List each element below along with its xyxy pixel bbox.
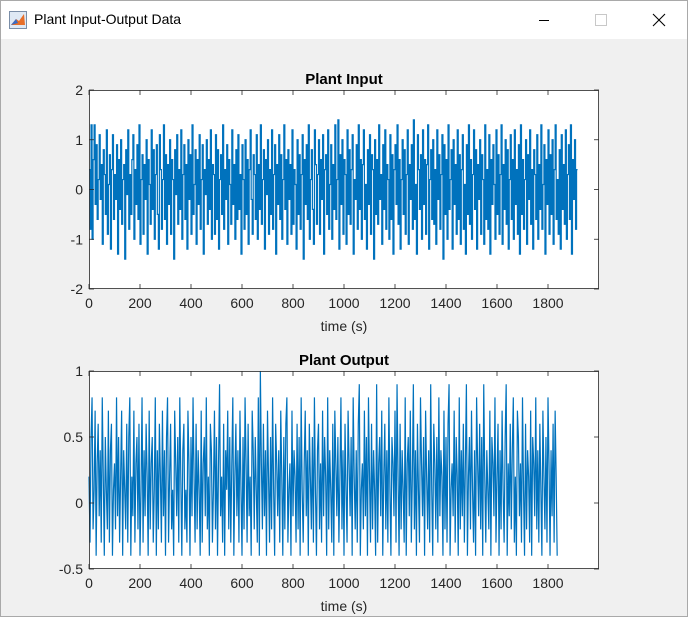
window-title: Plant Input-Output Data (34, 11, 182, 27)
plant-output-xtick-label: 1600 (481, 575, 512, 591)
plant-input-xtick-label: 600 (230, 295, 254, 311)
plant-input-xtick-label: 200 (128, 295, 152, 311)
plant-input-xtick-label: 1600 (481, 295, 512, 311)
plant-input-xtick-label: 800 (281, 295, 305, 311)
close-button[interactable] (630, 1, 687, 39)
plant-output-ytick-label: 1 (75, 363, 83, 379)
plant-input-series-line (89, 119, 578, 260)
plant-input-xtick-label: 1400 (430, 295, 461, 311)
plant-input-xtick-label: 1200 (379, 295, 410, 311)
plant-output-xtick-label: 0 (85, 575, 93, 591)
plant-output-xtick-label: 400 (179, 575, 203, 591)
plant-input-xtick-label: 1000 (328, 295, 359, 311)
title-bar[interactable]: Plant Input-Output Data (1, 1, 687, 39)
plant-output-xlabel: time (s) (321, 598, 368, 614)
plant-output-series-line (88, 370, 558, 556)
plant-input-xlabel: time (s) (321, 318, 368, 334)
plant-input-xtick-label: 0 (85, 295, 93, 311)
close-icon (652, 13, 666, 27)
plant-output-ytick-label: -0.5 (59, 561, 83, 577)
plant-input-title: Plant Input (305, 71, 383, 88)
plant-output-xtick-label: 1200 (379, 575, 410, 591)
plant-input-xtick-label: 1800 (532, 295, 563, 311)
plant-output-xtick-label: 1000 (328, 575, 359, 591)
plant-output-title: Plant Output (299, 352, 389, 369)
maximize-icon (595, 14, 607, 26)
plant-output-ytick-label: 0 (75, 495, 83, 511)
matlab-figure-icon (9, 11, 27, 29)
plant-input-xtick-label: 400 (179, 295, 203, 311)
maximize-button[interactable] (572, 1, 630, 39)
plant-output-xtick-label: 1400 (430, 575, 461, 591)
minimize-button[interactable] (515, 1, 573, 39)
plant-input-ytick-label: 1 (75, 132, 83, 148)
plant-input-ytick-label: 2 (75, 82, 83, 98)
plant-output-xtick-label: 800 (281, 575, 305, 591)
plant-output-xtick-label: 600 (230, 575, 254, 591)
plant-output-ytick-label: 0.5 (64, 429, 84, 445)
plant-input-ytick-label: -2 (71, 281, 84, 297)
plant-input-ytick-label: -1 (71, 231, 84, 247)
minimize-icon (539, 20, 549, 21)
plant-input-ytick-label: 0 (75, 182, 83, 198)
plant-output-xtick-label: 1800 (532, 575, 563, 591)
plant-output-xtick-label: 200 (128, 575, 152, 591)
